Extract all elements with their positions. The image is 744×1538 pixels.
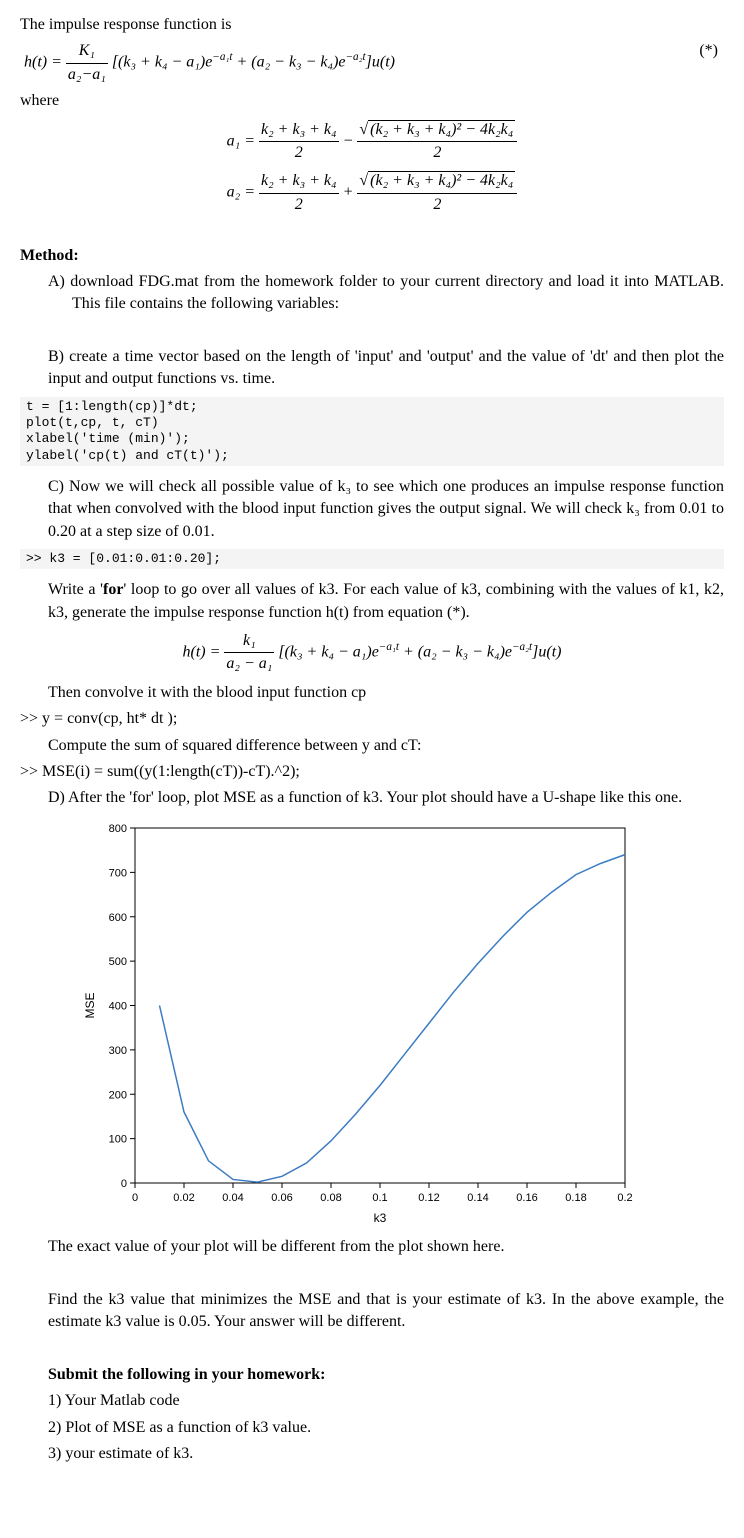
submit-2: 2) Plot of MSE as a function of k3 value…: [48, 1417, 724, 1439]
find-k3: Find the k3 value that minimizes the MSE…: [48, 1289, 724, 1334]
eq-star-tag: (*): [678, 40, 724, 62]
svg-text:0.14: 0.14: [467, 1192, 488, 1204]
svg-text:MSE: MSE: [83, 992, 97, 1018]
svg-text:100: 100: [109, 1133, 127, 1145]
mse-chart: 0 100 200 300 400 500 600 700 800 0 0.02 0.04 0.06 0.…: [80, 818, 640, 1228]
eq2-mid: + (a₂ − k₃ − k₄)e: [399, 644, 512, 661]
a2-den: 2: [259, 194, 339, 216]
eq2-num: k₁: [224, 630, 274, 653]
eq-star-after: [(k₃ + k₄ − a₁)e: [108, 54, 212, 71]
intro-text: The impulse response function is: [20, 14, 724, 36]
step-c2-bold: for: [103, 581, 123, 598]
eq-star-sup2: −a₂t: [346, 52, 366, 64]
eq-star-left: h(t) =: [24, 54, 66, 71]
svg-text:0.1: 0.1: [372, 1192, 387, 1204]
step-c1: C) Now we will check all possible value …: [48, 476, 724, 543]
equation-star-row: h(t) = K₁a₂−a₁ [(k₃ + k₄ − a₁)e−a₁t + (a…: [20, 40, 724, 86]
a2-den2: 2: [357, 194, 517, 216]
eq-star-end: ]u(t): [366, 54, 395, 71]
eq2-left: h(t) =: [183, 644, 225, 661]
svg-text:0.2: 0.2: [617, 1192, 632, 1204]
svg-text:700: 700: [109, 867, 127, 879]
step-c2a: Write a ': [48, 581, 103, 598]
step-b: B) create a time vector based on the len…: [48, 346, 724, 391]
a1-sqrt: √(k₂ + k₃ + k₄)² − 4k₂k₄: [357, 119, 517, 142]
a2-sqrt: √(k₂ + k₃ + k₄)² − 4k₂k₄: [357, 170, 517, 193]
svg-text:0.18: 0.18: [565, 1192, 586, 1204]
step-c2: Write a 'for' loop to go over all values…: [48, 579, 724, 624]
svg-text:600: 600: [109, 912, 127, 924]
svg-text:0.02: 0.02: [173, 1192, 194, 1204]
method-heading: Method:: [20, 245, 724, 267]
code-block-b: t = [1:length(cp)]*dt; plot(t,cp, t, cT)…: [20, 397, 724, 466]
a1-num: k₂ + k₃ + k₄: [259, 119, 339, 142]
a2-num: k₂ + k₃ + k₄: [259, 170, 339, 193]
svg-text:0: 0: [121, 1178, 127, 1190]
eq2-sup2: −a₂t: [512, 641, 532, 653]
svg-text:0.12: 0.12: [418, 1192, 439, 1204]
after-chart: The exact value of your plot will be dif…: [48, 1236, 724, 1258]
svg-text:k3: k3: [374, 1211, 387, 1225]
svg-text:0.08: 0.08: [320, 1192, 341, 1204]
a1-left: a₁ =: [227, 132, 259, 149]
svg-text:0.06: 0.06: [271, 1192, 292, 1204]
a1-den2: 2: [357, 142, 517, 164]
submit-1: 1) Your Matlab code: [48, 1390, 724, 1412]
svg-text:0.16: 0.16: [516, 1192, 537, 1204]
eq2-den: a₂ − a₁: [224, 653, 274, 675]
step-a: A) download FDG.mat from the homework fo…: [48, 271, 724, 316]
svg-text:200: 200: [109, 1089, 127, 1101]
eq-star-num: K₁: [66, 40, 108, 63]
a1-minus: −: [339, 132, 358, 149]
where-text: where: [20, 90, 724, 112]
svg-text:400: 400: [109, 1000, 127, 1012]
eq-star-mid: + (a₂ − k₃ − k₄)e: [232, 54, 345, 71]
code-sse: >> MSE(i) = sum((y(1:length(cT))-cT).^2)…: [20, 761, 724, 783]
step-c2c: ' loop to go over all values of k3. For …: [48, 581, 724, 620]
code-conv: >> y = conv(cp, ht* dt );: [20, 708, 724, 730]
svg-text:0: 0: [132, 1192, 138, 1204]
equation-a1: a₁ = k₂ + k₃ + k₄2 − √(k₂ + k₃ + k₄)² − …: [20, 119, 724, 165]
eq2-after: [(k₃ + k₄ − a₁)e: [274, 644, 378, 661]
eq-star-den: a₂−a₁: [66, 64, 108, 86]
eq-star-sup1: −a₁t: [212, 52, 232, 64]
a2-left: a₂ =: [227, 184, 259, 201]
eq2-end: ]u(t): [532, 644, 561, 661]
eq2-sup1: −a₁t: [379, 641, 399, 653]
submit-heading: Submit the following in your homework:: [48, 1364, 724, 1386]
equation-a2: a₂ = k₂ + k₃ + k₄2 + √(k₂ + k₃ + k₄)² − …: [20, 170, 724, 216]
submit-3: 3) your estimate of k3.: [48, 1443, 724, 1465]
equation-ht2: h(t) = k₁a₂ − a₁ [(k₃ + k₄ − a₁)e−a₁t + …: [20, 630, 724, 676]
code-block-c1: >> k3 = [0.01:0.01:0.20];: [20, 549, 724, 569]
svg-text:500: 500: [109, 956, 127, 968]
conv-text: Then convolve it with the blood input fu…: [48, 682, 724, 704]
a1-den: 2: [259, 142, 339, 164]
svg-text:300: 300: [109, 1045, 127, 1057]
a2-plus: +: [339, 184, 358, 201]
svg-text:800: 800: [109, 823, 127, 835]
step-d: D) After the 'for' loop, plot MSE as a f…: [48, 787, 724, 809]
sse-text: Compute the sum of squared difference be…: [48, 735, 724, 757]
svg-text:0.04: 0.04: [222, 1192, 243, 1204]
